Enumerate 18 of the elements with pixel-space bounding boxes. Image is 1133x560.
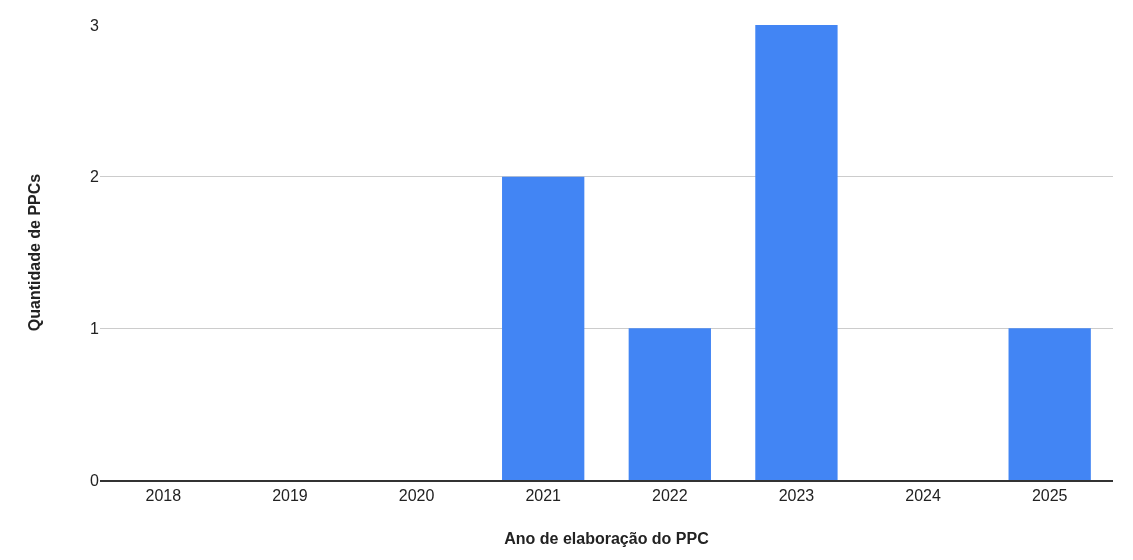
y-tick-label: 1 <box>90 319 100 337</box>
bar <box>628 328 711 480</box>
x-tick-label: 2024 <box>905 486 941 504</box>
y-axis-title: Quantidade de PPCs <box>25 173 43 332</box>
bar <box>755 25 838 480</box>
x-tick-label: 2021 <box>525 486 562 504</box>
y-tick-label: 2 <box>90 168 100 186</box>
x-tick-label: 2025 <box>1031 486 1068 504</box>
x-tick-label: 2022 <box>652 486 688 504</box>
x-axis-title: Ano de elaboração do PPC <box>504 530 710 548</box>
bar <box>502 176 585 480</box>
x-tick-label: 2023 <box>778 486 815 504</box>
x-tick-label: 2018 <box>145 486 182 504</box>
x-tick-label: 2019 <box>272 486 308 504</box>
y-tick-label: 0 <box>90 471 100 489</box>
bar <box>1008 328 1091 480</box>
y-tick-label: 3 <box>90 16 100 34</box>
x-tick-label: 2020 <box>398 486 435 504</box>
